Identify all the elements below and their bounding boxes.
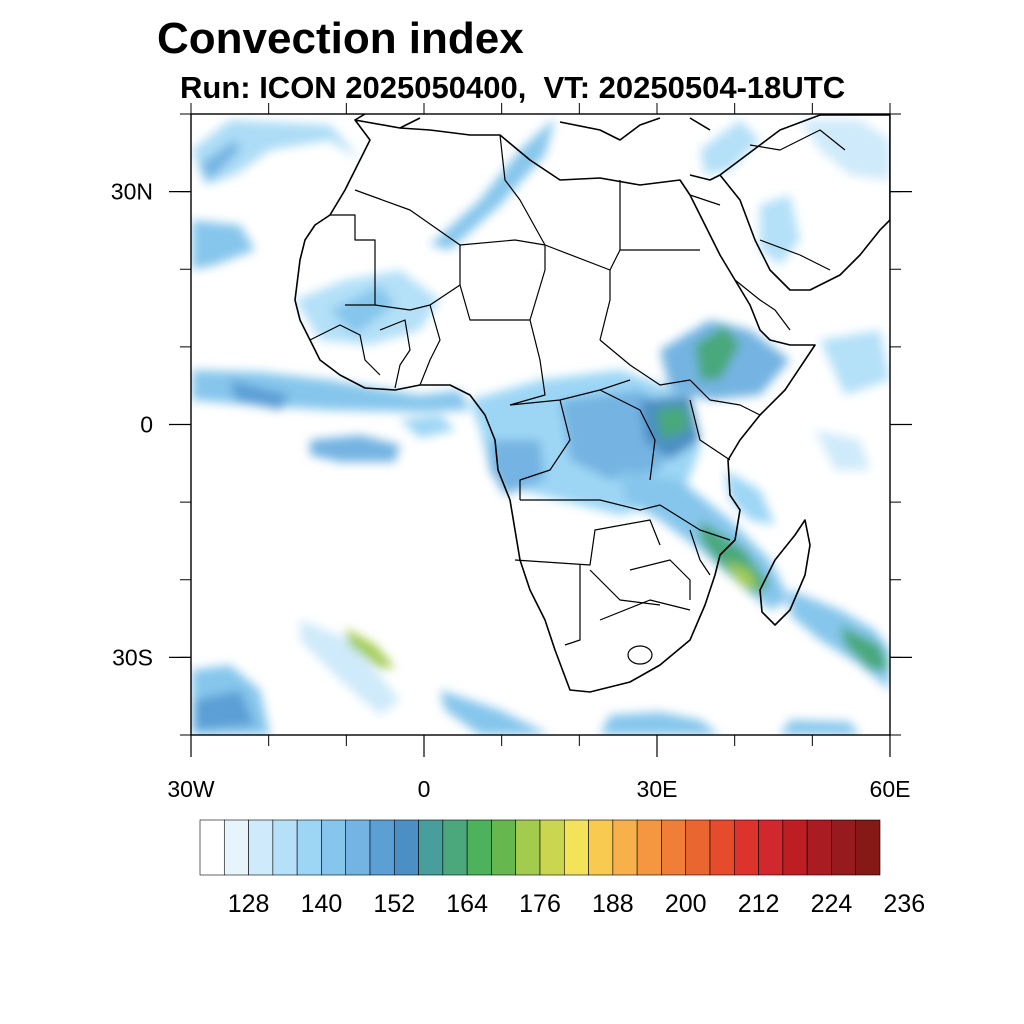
cloud-arabian-sea xyxy=(820,330,890,395)
cloud-ethiopia-core xyxy=(695,325,740,380)
lon-tick-label: 30W xyxy=(167,776,215,802)
madagascar-coast xyxy=(759,519,811,626)
map-subtitle: Run: ICON 2025050400, VT: 20250504-18UTC xyxy=(180,70,846,105)
cloud-east-coast xyxy=(725,470,775,525)
colorbar-labels: 128 140 152 164 176 188 200 212 224 236 xyxy=(228,890,925,918)
colorbar-swatch xyxy=(685,819,711,876)
colorbar-swatch xyxy=(588,819,614,876)
map-title: Convection index xyxy=(157,14,524,63)
lon-tick-label: 30E xyxy=(637,776,678,802)
colorbar-swatch xyxy=(248,819,274,876)
lon-tick-label: 0 xyxy=(418,776,431,802)
lat-tick-label: 0 xyxy=(140,412,153,438)
arabia-coast xyxy=(719,114,890,291)
cloud-south-atlantic-2 xyxy=(440,690,550,735)
cloud-madagascar-east xyxy=(815,430,870,470)
cloud-congo-west xyxy=(490,440,545,495)
colorbar-swatch xyxy=(709,819,735,876)
cloud-atlantic-25n xyxy=(192,220,255,270)
lat-axis: 30N 0 30S xyxy=(111,179,912,670)
colorbar-swatch xyxy=(442,819,468,876)
sinai-coast xyxy=(689,174,721,181)
lon-axis: 30W 0 30E 60E xyxy=(167,735,910,802)
lon-tick-label: 60E xyxy=(870,776,911,802)
colorbar-swatch xyxy=(345,819,371,876)
colorbar-swatch xyxy=(369,819,395,876)
cloud-lake-victoria-core xyxy=(655,405,690,440)
cloud-red-sea-med xyxy=(700,120,760,175)
colorbar xyxy=(199,819,881,876)
colorbar-label: 164 xyxy=(446,890,488,918)
colorbar-swatch xyxy=(321,819,347,876)
colorbar-swatch xyxy=(296,819,322,876)
colorbar-label: 236 xyxy=(883,890,925,918)
colorbar-label: 128 xyxy=(228,890,270,918)
colorbar-swatch xyxy=(612,819,638,876)
cloud-nw-atlantic xyxy=(192,120,360,185)
cloud-gulf-guinea-s xyxy=(310,435,400,462)
colorbar-swatch xyxy=(733,819,759,876)
colorbar-swatch xyxy=(782,819,808,876)
cloud-mozambique-yellow xyxy=(725,560,760,590)
colorbar-swatch xyxy=(466,819,492,876)
lat-tick-label: 30N xyxy=(111,179,153,205)
colorbar-swatch xyxy=(515,819,541,876)
colorbar-swatch xyxy=(636,819,662,876)
europe-coast xyxy=(399,117,711,141)
cloud-sahara-streak xyxy=(430,118,555,250)
cloud-west-africa-core xyxy=(330,285,395,335)
colorbar-label: 212 xyxy=(738,890,780,918)
colorbar-label: 200 xyxy=(665,890,707,918)
colorbar-label: 224 xyxy=(811,890,853,918)
colorbar-swatch xyxy=(393,819,419,876)
colorbar-swatch xyxy=(223,819,249,876)
cloud-sw-atlantic-core xyxy=(195,690,255,730)
cloud-indian-core xyxy=(840,625,890,670)
colorbar-swatch xyxy=(831,819,857,876)
colorbar-swatch xyxy=(563,819,589,876)
colorbar-swatch xyxy=(539,819,565,876)
colorbar-swatch xyxy=(758,819,784,876)
plot-area xyxy=(191,114,890,735)
cloud-southern-ocean-2 xyxy=(780,720,860,735)
colorbar-swatch xyxy=(418,819,444,876)
cloud-arabia xyxy=(760,195,800,265)
country-borders xyxy=(309,129,846,665)
colorbar-label: 188 xyxy=(592,890,634,918)
cloud-nw-core xyxy=(200,140,240,180)
iberia-coast xyxy=(354,114,366,121)
minor-ticks xyxy=(180,103,901,746)
convection-field xyxy=(192,118,890,735)
colorbar-swatch xyxy=(199,819,225,876)
colorbar-label: 176 xyxy=(519,890,561,918)
colorbar-swatch xyxy=(855,819,881,876)
cloud-south-atlantic-streak xyxy=(300,620,400,715)
lat-tick-label: 30S xyxy=(112,644,153,670)
cloud-eq-atlantic-core xyxy=(230,380,290,410)
colorbar-label: 152 xyxy=(373,890,415,918)
cloud-south-atlantic-core xyxy=(345,628,395,668)
cloud-southern-ocean xyxy=(600,712,720,735)
colorbar-swatch xyxy=(491,819,517,876)
colorbar-swatch xyxy=(661,819,687,876)
cloud-gulf-guinea-s2 xyxy=(400,415,455,438)
colorbar-swatch xyxy=(272,819,298,876)
colorbar-swatch xyxy=(806,819,832,876)
colorbar-label: 140 xyxy=(301,890,343,918)
